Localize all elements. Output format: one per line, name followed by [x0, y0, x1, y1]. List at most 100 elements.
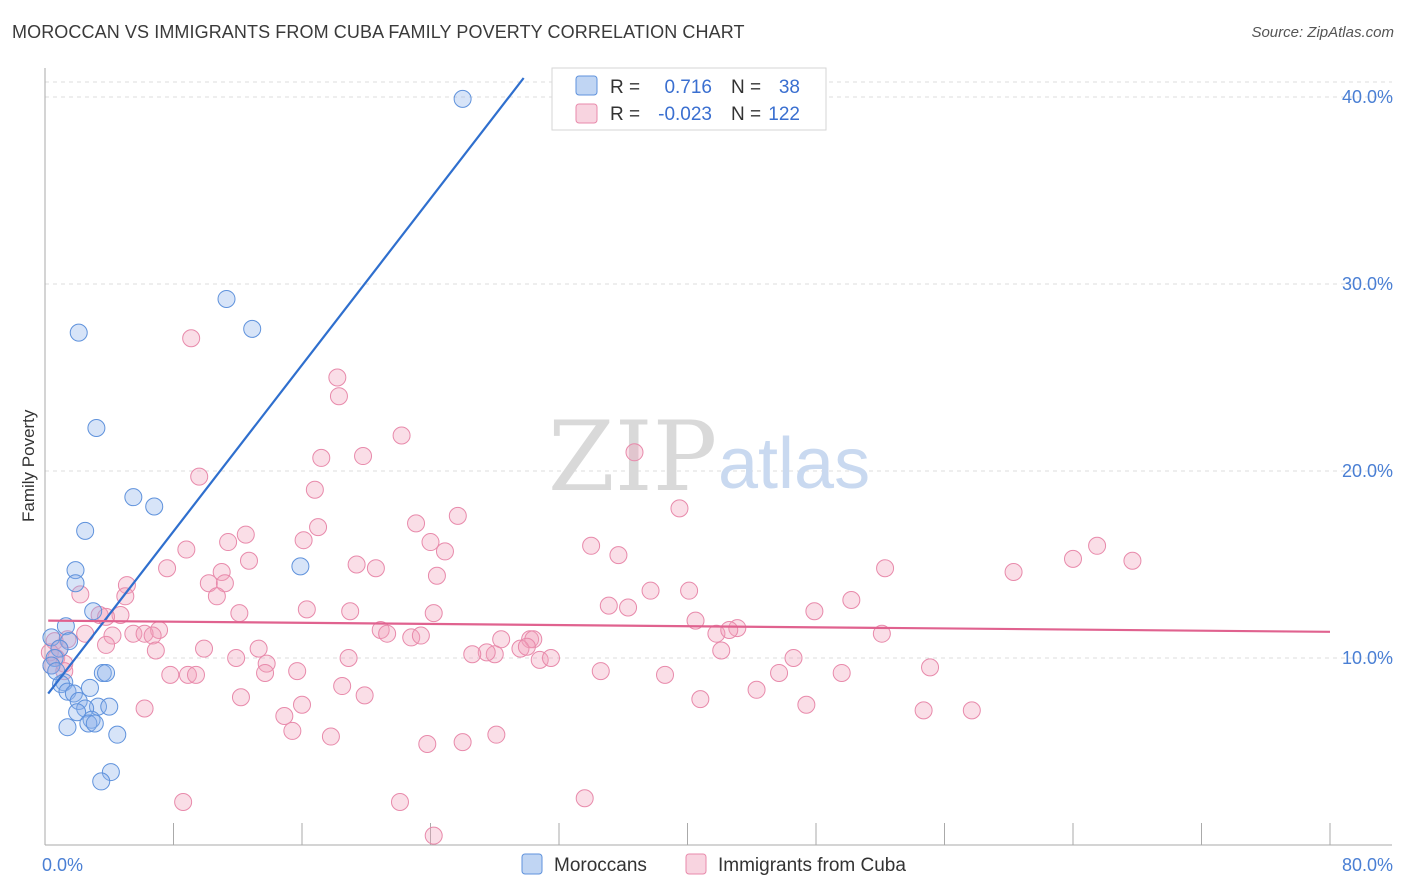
data-point-cuba [421, 533, 440, 552]
data-point-moroccans [56, 617, 75, 636]
data-point-cuba [355, 686, 374, 705]
data-point-cuba [599, 596, 618, 615]
data-point-cuba [427, 566, 446, 585]
data-point-cuba [435, 542, 454, 561]
data-point-cuba [97, 635, 116, 654]
data-point-cuba [158, 559, 177, 578]
data-point-moroccans [145, 497, 164, 516]
data-point-cuba [530, 650, 549, 669]
x-tick-label: 0.0% [42, 855, 83, 875]
data-point-cuba [190, 467, 209, 486]
data-point-moroccans [85, 714, 104, 733]
data-point-cuba [424, 604, 443, 623]
series-moroccans [42, 89, 472, 791]
data-point-cuba [294, 531, 313, 550]
data-point-moroccans [124, 488, 143, 507]
data-point-cuba [354, 447, 373, 466]
legend-r-value-cuba: -0.023 [658, 104, 712, 125]
legend-n-value-cuba: 122 [768, 104, 800, 125]
data-point-moroccans [69, 692, 88, 711]
data-point-cuba [424, 826, 443, 845]
data-point-cuba [161, 665, 180, 684]
data-point-cuba [329, 387, 348, 406]
data-point-cuba [487, 725, 506, 744]
data-point-cuba [842, 591, 861, 610]
data-point-cuba [199, 574, 218, 593]
data-point-cuba [309, 518, 328, 537]
y-tick-label: 40.0% [1342, 87, 1393, 107]
data-point-cuba [146, 641, 165, 660]
data-point-cuba [219, 533, 238, 552]
data-point-moroccans [217, 289, 236, 308]
watermark: ZIP atlas [548, 401, 870, 513]
data-point-cuba [411, 626, 430, 645]
data-point-cuba [305, 480, 324, 499]
data-point-cuba [103, 626, 122, 645]
data-point-cuba [143, 626, 162, 645]
data-point-cuba [111, 605, 130, 624]
legend-swatch-moroccans [575, 75, 598, 96]
bottom-legend-swatch-cuba [685, 853, 707, 875]
data-point-moroccans [97, 663, 116, 682]
data-point-cuba [876, 559, 895, 578]
data-point-cuba [619, 598, 638, 617]
data-point-cuba [784, 649, 803, 667]
data-point-cuba [407, 514, 426, 533]
legend-n-label-cuba: N = [731, 104, 761, 125]
axes [44, 68, 1392, 846]
data-point-moroccans [101, 763, 120, 782]
legend-r-value-moroccans: 0.716 [664, 77, 712, 98]
legend-n-value-moroccans: 38 [779, 77, 800, 98]
data-point-moroccans [100, 697, 119, 716]
correlation-legend: R = 0.716 N = 38 R = -0.023 N = 122 [551, 67, 827, 131]
data-point-cuba [333, 677, 352, 696]
bottom-legend-label-moroccans: Moroccans [554, 855, 647, 876]
y-tick-label: 20.0% [1342, 461, 1393, 481]
data-point-cuba [215, 574, 234, 593]
data-point-cuba [227, 649, 246, 667]
data-point-moroccans [79, 714, 98, 733]
data-point-cuba [321, 727, 340, 746]
data-point-cuba [239, 551, 258, 570]
y-tick-label: 10.0% [1342, 648, 1393, 668]
data-point-cuba [921, 658, 940, 677]
data-point-cuba [177, 540, 196, 559]
data-point-cuba [293, 695, 311, 714]
y-tick-labels: 10.0% 20.0% 30.0% 40.0% [1342, 87, 1393, 668]
data-point-moroccans [76, 521, 95, 540]
data-point-cuba [186, 665, 205, 684]
data-point-cuba [517, 637, 536, 656]
chart-source: Source: ZipAtlas.com [1251, 24, 1394, 41]
legend-box [551, 67, 827, 131]
data-point-moroccans [453, 89, 472, 108]
data-point-cuba [275, 706, 294, 725]
data-point-cuba [448, 506, 467, 525]
grid-lines [45, 81, 1392, 659]
data-point-cuba [872, 624, 891, 643]
trendline-cuba [48, 619, 1331, 633]
data-point-cuba [71, 585, 90, 604]
data-point-cuba [418, 735, 437, 754]
trend-lines [47, 77, 1331, 695]
data-point-cuba [341, 602, 360, 621]
trendline-moroccans [47, 77, 525, 695]
legend-r-label-moroccans: R = [610, 77, 640, 98]
data-point-moroccans [66, 574, 85, 593]
data-point-cuba [283, 721, 302, 740]
data-point-cuba [297, 600, 316, 619]
data-point-cuba [524, 630, 543, 649]
x-tick-labels: 0.0% 80.0% [42, 855, 1393, 875]
data-point-cuba [1123, 551, 1142, 570]
axis-ticks [44, 823, 1331, 845]
x-tick-label: 80.0% [1342, 855, 1393, 875]
bottom-legend-swatch-moroccans [521, 853, 543, 875]
data-point-cuba [117, 576, 136, 595]
data-point-cuba [366, 559, 385, 578]
data-point-cuba [390, 792, 409, 811]
data-point-cuba [236, 525, 255, 544]
data-point-cuba [625, 443, 644, 462]
legend-swatch-cuba [575, 103, 598, 124]
data-point-cuba [288, 662, 307, 681]
data-point-cuba [747, 680, 766, 699]
data-point-cuba [770, 663, 789, 682]
